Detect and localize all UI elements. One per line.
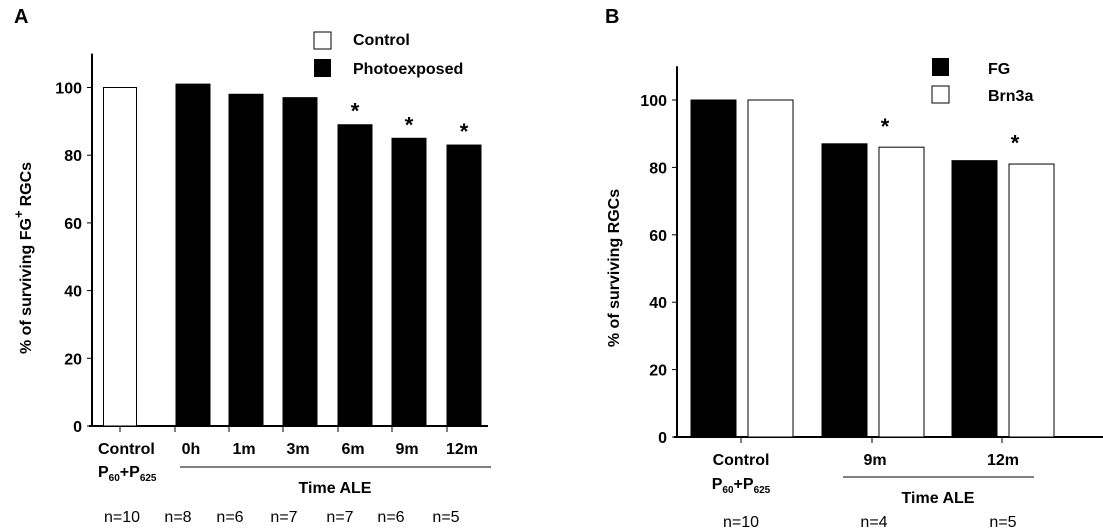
legend-label-fg: FG (988, 61, 1010, 78)
y-tick-label: 40 (64, 284, 82, 301)
bars-a: * * * (103, 83, 482, 432)
y-tick-label: 40 (649, 295, 667, 312)
bar-brn3a-control (747, 99, 794, 438)
y-tick-label: 20 (64, 351, 82, 368)
y-axis-label-a-main: % of surviving FG (18, 218, 35, 354)
panel-b-label: B (605, 6, 619, 28)
legend-label-control: Control (353, 32, 410, 49)
bars-b: ** (690, 99, 1055, 443)
y-tick-label: 60 (64, 216, 82, 233)
legend-a: Control Photoexposed (313, 31, 463, 78)
bar-fg-control (690, 99, 737, 438)
x-tick-labels-b: 9m 12m (863, 452, 1019, 469)
legend-b: FG Brn3a (931, 58, 1033, 105)
n-label: n=8 (164, 509, 191, 526)
x-tick-label-control-b: Control (713, 452, 770, 469)
y-tick-label: 20 (649, 363, 667, 380)
panel-a-label: A (14, 6, 28, 28)
bar-fg-9m (821, 143, 868, 438)
legend-swatch-brn3a (931, 85, 950, 104)
n-label: n=6 (377, 509, 404, 526)
legend-label-brn3a: Brn3a (988, 88, 1033, 105)
significance-star: * (351, 99, 360, 124)
y-axis-label-b: % of surviving RGCs (606, 189, 623, 347)
n-label: n=5 (989, 514, 1016, 531)
y-axis-label-a: % of surviving FG+ RGCs (11, 162, 35, 354)
bar-9m (391, 137, 427, 427)
n-label: n=4 (860, 514, 887, 531)
legend-label-photoexposed: Photoexposed (353, 61, 463, 78)
y-tick-label: 80 (649, 160, 667, 177)
x-tick-label: 1m (232, 441, 255, 458)
bar-0h (175, 83, 211, 427)
legend-swatch-control (313, 31, 332, 50)
y-axis-label-a-suffix: RGCs (18, 162, 35, 207)
x-tick-label-control-a: Control (98, 441, 155, 458)
bar-12m (446, 144, 482, 427)
y-axis-label-a-sup: + (11, 210, 26, 218)
bar-1m (228, 93, 264, 427)
n-label: n=10 (723, 514, 759, 531)
y-tick-label: 80 (64, 148, 82, 165)
significance-star: * (1011, 131, 1020, 156)
group-label-b: Time ALE (902, 490, 975, 507)
n-label: n=10 (104, 509, 140, 526)
bar-brn3a-9m (878, 146, 925, 438)
bar-brn3a-12m (1008, 163, 1055, 438)
y-tick-label: 100 (55, 81, 82, 98)
axes-a: 0 20 40 60 80 100 (55, 53, 488, 436)
x-tick-label: 3m (286, 441, 309, 458)
legend-swatch-fg (932, 58, 949, 76)
bar-fg-12m (951, 160, 998, 438)
n-label: n=7 (270, 509, 297, 526)
significance-star: * (405, 112, 414, 137)
x-tick-label: 0h (182, 441, 201, 458)
n-labels-b: n=10 n=4 n=5 (723, 514, 1017, 531)
legend-swatch-photoexposed (314, 59, 331, 77)
n-label: n=5 (432, 509, 459, 526)
bar-6m (337, 124, 373, 427)
group-label-a: Time ALE (299, 480, 372, 497)
y-tick-label: 60 (649, 228, 667, 245)
y-tick-label: 0 (658, 430, 667, 447)
x-tick-label: 9m (863, 452, 886, 469)
panel-a: A Control Photoexposed % of surviving FG… (11, 6, 491, 526)
n-label: n=6 (216, 509, 243, 526)
x-tick-label-control-sub-a: P60+P625 (98, 464, 157, 484)
x-tick-label: 9m (395, 441, 418, 458)
x-tick-labels-a: 0h 1m 3m 6m 9m 12m (182, 441, 478, 458)
x-tick-label: 12m (446, 441, 478, 458)
bar-control (103, 87, 137, 427)
x-tick-label: 6m (341, 441, 364, 458)
panel-b: B FG Brn3a % of surviving RGCs 0 20 40 60 80… (605, 6, 1103, 531)
significance-star: * (881, 114, 890, 139)
x-tick-label: 12m (987, 452, 1019, 469)
x-tick-label-control-sub-b: P60+P625 (712, 476, 771, 496)
n-labels-a: n=10 n=8 n=6 n=7 n=7 n=6 n=5 (104, 509, 460, 526)
significance-star: * (460, 119, 469, 144)
bar-3m (282, 97, 318, 427)
n-label: n=7 (326, 509, 353, 526)
y-tick-label: 100 (640, 93, 667, 110)
y-tick-label: 0 (73, 419, 82, 436)
